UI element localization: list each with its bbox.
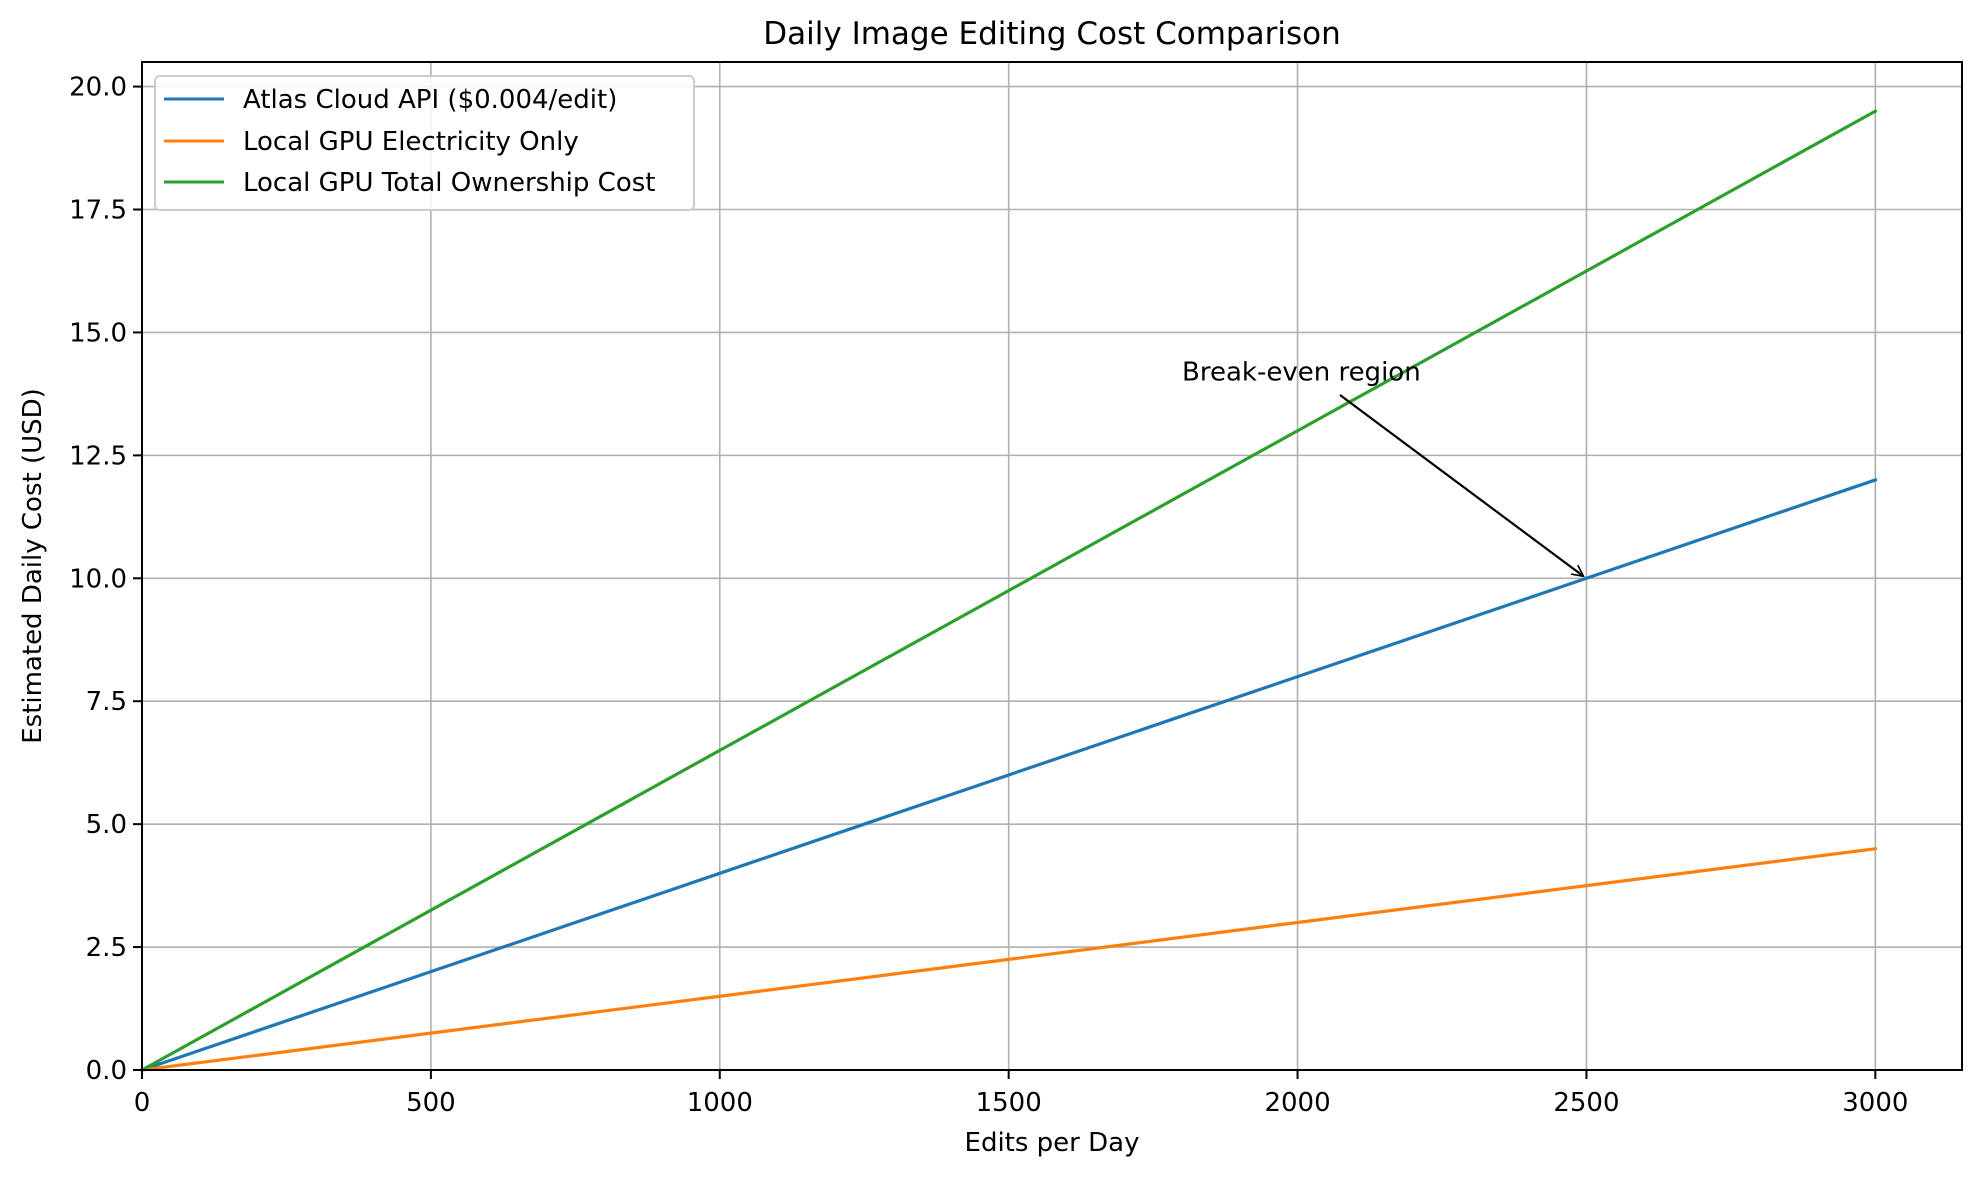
annotation-arrow: [1339, 394, 1583, 576]
y-tick-label: 5.0: [86, 810, 127, 840]
series-line-atlas-cloud: [139, 477, 1878, 1073]
legend-label-total-ownership: Local GPU Total Ownership Cost: [243, 168, 655, 198]
x-tick-label: 500: [406, 1088, 456, 1118]
y-tick-label: 20.0: [69, 73, 127, 103]
legend-box: [154, 75, 695, 211]
y-tick-label: 15.0: [69, 318, 127, 348]
x-tick-label: 2500: [1553, 1088, 1619, 1118]
x-tick-label: 3000: [1842, 1088, 1908, 1118]
annotation-label: Break-even region: [1182, 358, 1421, 388]
y-tick-label: 12.5: [69, 441, 127, 471]
legend: Atlas Cloud API ($0.004/edit) Local GPU …: [154, 75, 695, 211]
y-tick-label: 7.5: [86, 687, 127, 717]
annotation: Break-even region: [1182, 358, 1583, 577]
x-axis-title: Edits per Day: [965, 1128, 1140, 1158]
plot-frame: [141, 61, 1963, 1071]
axis-ticks: 0 500 1000 1500 2000 2500 3000 0.0 2.5 5.0 7.5 10.0…: [69, 73, 1908, 1118]
y-tick-label: 2.5: [86, 933, 127, 963]
y-tick-label: 0.0: [86, 1056, 127, 1086]
x-tick-label: 1500: [976, 1088, 1042, 1118]
y-axis-title: Estimated Daily Cost (USD): [18, 388, 48, 744]
legend-label-atlas-cloud: Atlas Cloud API ($0.004/edit): [243, 85, 617, 115]
legend-label-electricity: Local GPU Electricity Only: [243, 127, 579, 157]
y-tick-label: 17.5: [69, 196, 127, 226]
series-line-electricity: [140, 846, 1878, 1072]
x-tick-label: 2000: [1264, 1088, 1330, 1118]
x-tick-label: 0: [134, 1088, 151, 1118]
chart-title: Daily Image Editing Cost Comparison: [763, 16, 1340, 52]
y-tick-label: 10.0: [69, 564, 127, 594]
x-tick-label: 1000: [687, 1088, 753, 1118]
series-lines: [139, 108, 1878, 1073]
series-line-total-ownership: [139, 108, 1878, 1073]
